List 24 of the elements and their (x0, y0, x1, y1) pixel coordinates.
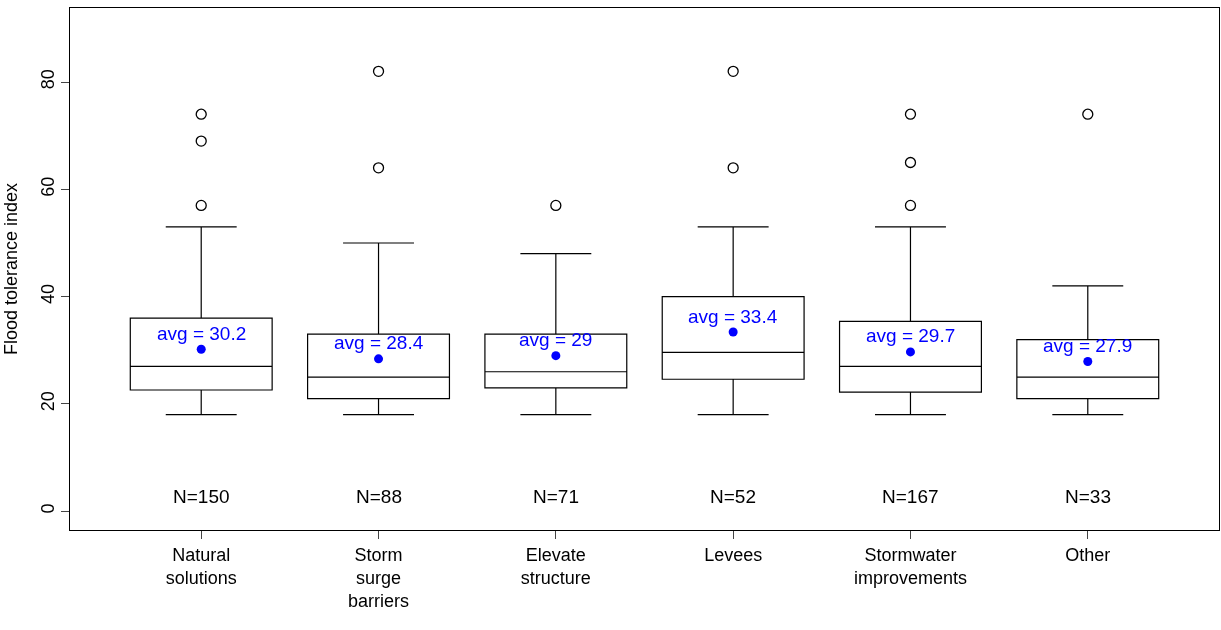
annotation: N=52 (710, 486, 756, 507)
x-tick-label: Storm surge barriers (348, 544, 410, 612)
y-tick-label: 0 (37, 503, 58, 514)
annotation: avg = 33.4 (688, 306, 778, 327)
annotation: N=167 (882, 486, 939, 507)
annotation: avg = 29 (519, 329, 593, 350)
annotation: N=71 (533, 486, 579, 507)
y-tick-label: 40 (37, 283, 58, 304)
annotation: avg = 29.7 (866, 325, 956, 346)
annotation: avg = 28.4 (334, 332, 424, 353)
annotation: N=150 (173, 486, 230, 507)
x-tick-label: Other (1065, 544, 1111, 565)
y-axis-title: Flood tolerance index (1, 182, 21, 356)
x-tick-label: Natural solutions (165, 544, 237, 588)
y-tick-label: 20 (37, 391, 58, 412)
x-tick-label: Elevate structure (520, 544, 591, 588)
x-tick-label: Stormwater improvements (853, 544, 967, 588)
annotation: N=33 (1065, 486, 1111, 507)
annotation: avg = 27.9 (1043, 335, 1133, 356)
y-tick-label: 80 (37, 69, 58, 90)
annotation: N=88 (356, 486, 402, 507)
annotation: avg = 30.2 (157, 323, 247, 344)
x-tick-label: Levees (704, 544, 763, 565)
y-tick-label: 60 (37, 176, 58, 197)
